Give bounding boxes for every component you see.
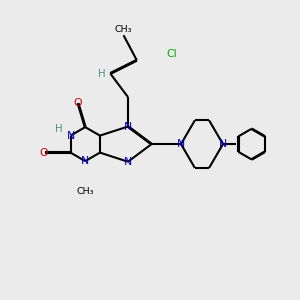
Text: N: N: [124, 157, 132, 167]
Text: N: N: [219, 139, 227, 149]
Text: O: O: [40, 148, 48, 158]
Text: CH₃: CH₃: [115, 26, 132, 34]
Text: H: H: [56, 124, 63, 134]
Text: O: O: [74, 98, 82, 108]
Text: Cl: Cl: [166, 50, 177, 59]
Text: CH₃: CH₃: [76, 187, 94, 196]
Text: N: N: [124, 122, 132, 131]
Text: N: N: [66, 130, 75, 141]
Text: N: N: [81, 156, 89, 166]
Text: N: N: [177, 139, 185, 149]
Text: H: H: [98, 68, 105, 79]
